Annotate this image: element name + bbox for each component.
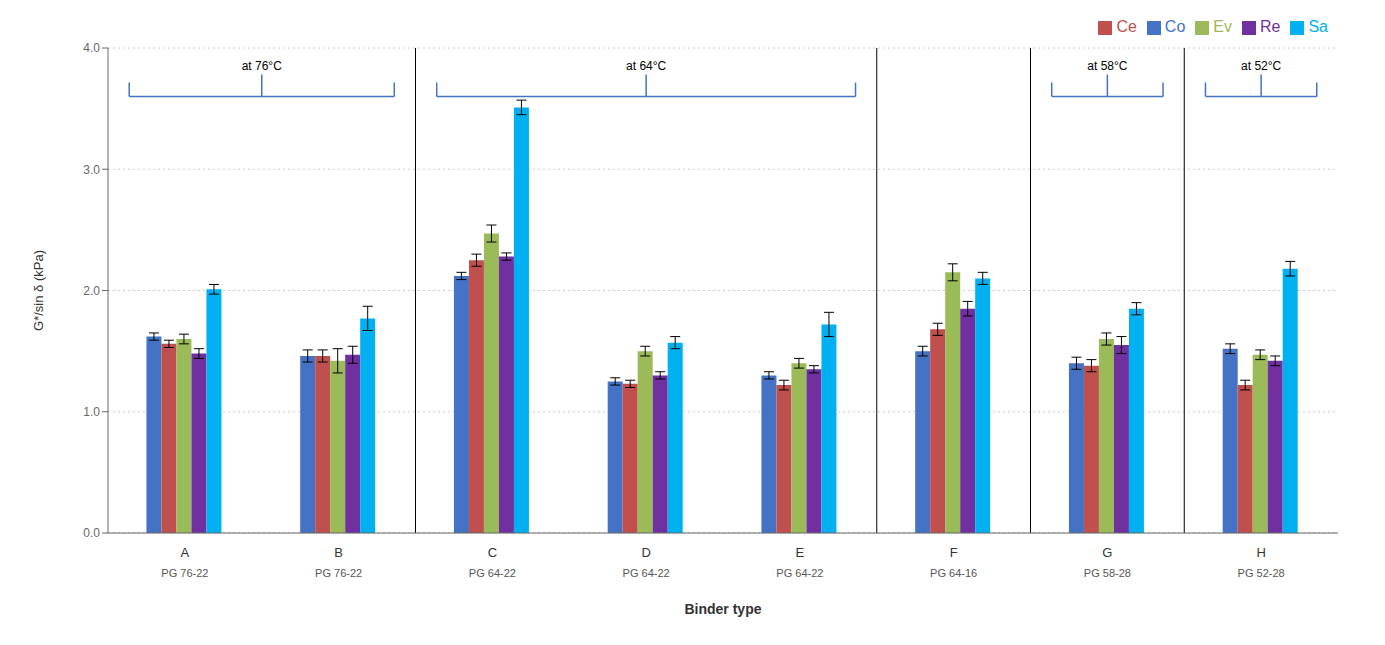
svg-text:C: C	[488, 545, 497, 560]
svg-text:PG 58-28: PG 58-28	[1084, 567, 1131, 579]
svg-text:PG 76-22: PG 76-22	[315, 567, 362, 579]
svg-text:at 64°C: at 64°C	[626, 59, 666, 73]
svg-text:B: B	[334, 545, 343, 560]
html-text:Re: Re	[1260, 18, 1281, 35]
svg-text:PG 64-22: PG 64-22	[623, 567, 670, 579]
svg-text:4.0: 4.0	[83, 41, 100, 55]
svg-text:E: E	[796, 545, 805, 560]
svg-text:G*/sin δ (kPa): G*/sin δ (kPa)	[31, 250, 46, 331]
svg-text:PG 64-22: PG 64-22	[776, 567, 823, 579]
svg-text:F: F	[950, 545, 958, 560]
html-text:Co: Co	[1164, 18, 1186, 35]
svg-text:Binder type: Binder type	[684, 601, 761, 617]
svg-text:PG 76-22: PG 76-22	[161, 567, 208, 579]
svg-text:A: A	[181, 545, 190, 560]
svg-text:PG 64-22: PG 64-22	[469, 567, 516, 579]
svg-text:0.0: 0.0	[83, 526, 100, 540]
svg-text:1.0: 1.0	[83, 405, 100, 419]
html-text:Ce: Ce	[1116, 18, 1137, 35]
svg-text:at 58°C: at 58°C	[1087, 59, 1127, 73]
svg-text:2.0: 2.0	[83, 284, 100, 298]
svg-text:G: G	[1102, 545, 1112, 560]
svg-text:3.0: 3.0	[83, 163, 100, 177]
svg-text:D: D	[641, 545, 650, 560]
html-text:Sa: Sa	[1308, 18, 1328, 35]
svg-text:PG 52-28: PG 52-28	[1238, 567, 1285, 579]
svg-text:at 52°C: at 52°C	[1241, 59, 1281, 73]
svg-text:at 76°C: at 76°C	[242, 59, 282, 73]
html-text:Ev: Ev	[1213, 18, 1232, 35]
svg-text:PG 64-16: PG 64-16	[930, 567, 977, 579]
svg-text:H: H	[1256, 545, 1265, 560]
